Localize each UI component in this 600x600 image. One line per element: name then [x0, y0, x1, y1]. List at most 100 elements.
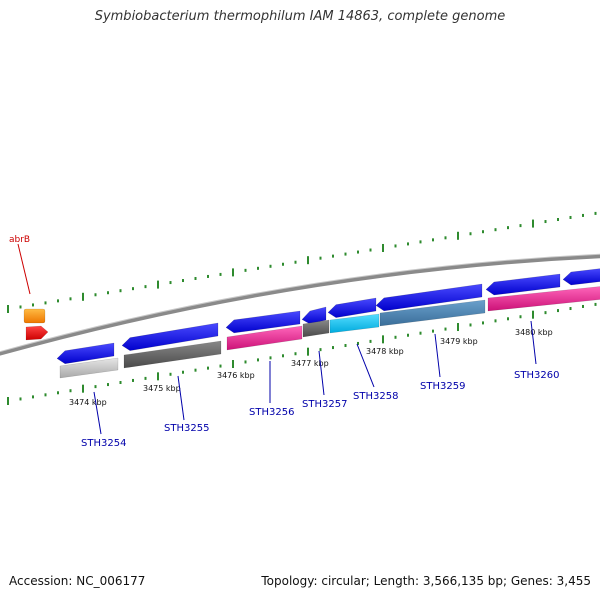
lower-tick-dot — [57, 391, 59, 395]
lower-tick-dot — [382, 335, 384, 344]
gene-leader-4 — [318, 350, 325, 396]
gene-arrow-8 — [562, 268, 600, 286]
gene-label-4: STH3257 — [302, 399, 347, 410]
cds-bar-3256 — [226, 325, 303, 351]
upper-tick-dot — [94, 293, 97, 297]
lower-tick-dot — [32, 395, 34, 399]
gene-label-5: STH3258 — [353, 391, 398, 402]
accession-label: Accession: NC_006177 — [9, 574, 146, 588]
abrb-box — [23, 308, 46, 324]
lower-tick-dot — [369, 339, 372, 343]
upper-tick-dot — [457, 231, 459, 240]
tick-label-7: 3480 kbp — [515, 328, 553, 337]
upper-tick-dot — [594, 211, 597, 215]
lower-tick-dot — [444, 327, 447, 331]
lower-tick-dot — [307, 347, 309, 356]
lower-tick-dot — [582, 304, 584, 308]
gene-label-2: STH3255 — [164, 423, 209, 434]
gene-arrow-6 — [375, 283, 483, 312]
lower-tick-dot — [19, 397, 22, 401]
tick-label-2: 3475 kbp — [143, 384, 181, 393]
upper-tick-dot — [144, 285, 147, 289]
gene-label-3: STH3256 — [249, 407, 294, 418]
upper-tick-dot — [344, 252, 347, 256]
lower-tick-dot — [469, 323, 472, 327]
gene-leader-1 — [93, 391, 102, 435]
gene-label-1: STH3254 — [81, 438, 126, 449]
lower-tick-dot — [332, 346, 334, 350]
feature-labels: abrB 3474 kbp 3475 kbp 3476 kbp 3477 kbp 3478… — [9, 235, 559, 449]
lower-tick-dot — [282, 354, 284, 358]
lower-tick-dot — [144, 376, 147, 380]
gene-arrow-1 — [56, 342, 115, 364]
upper-tick-dot — [107, 291, 109, 295]
gene-arrow-3 — [225, 310, 301, 334]
lower-tick-dot — [432, 329, 434, 333]
upper-tick-dot — [519, 224, 522, 228]
lower-tick-dot — [269, 356, 272, 360]
upper-tick-dot — [244, 268, 247, 272]
gene-arrow-5 — [327, 297, 377, 318]
upper-tick-dot — [582, 213, 584, 217]
cds-bar-3254 — [59, 357, 119, 379]
lower-tick-dot — [594, 302, 597, 306]
upper-tick-dot — [257, 266, 259, 270]
upper-tick-dot — [132, 287, 134, 291]
upper-tick-dot — [432, 238, 434, 242]
abrb-arrow — [25, 325, 49, 341]
lower-tick-dot — [207, 366, 209, 370]
lower-tick-dot — [182, 370, 184, 374]
lower-tick-dot — [169, 372, 172, 376]
abrb-label: abrB — [9, 235, 30, 245]
upper-tick-dot — [57, 299, 59, 303]
gene-label-6: STH3259 — [420, 381, 465, 392]
upper-tick-dot — [419, 240, 422, 244]
upper-tick-dot — [19, 305, 22, 309]
gene-label-7: STH3260 — [514, 370, 559, 381]
upper-tick-dot — [394, 244, 397, 248]
genome-title: Symbiobacterium thermophilum IAM 14863, … — [94, 9, 506, 24]
lower-tick-dot — [407, 333, 409, 337]
upper-tick-dot — [169, 281, 172, 285]
upper-tick-dot — [207, 274, 209, 278]
gene-arrow-7 — [485, 273, 561, 296]
upper-tick-dot — [82, 292, 84, 301]
gene-arrow-2 — [121, 322, 219, 351]
upper-tick-dot — [569, 215, 572, 219]
lower-tick-dot — [494, 319, 497, 323]
lower-tick-dot — [357, 341, 359, 345]
lower-tick-dot — [119, 381, 122, 385]
lower-tick-dot — [157, 372, 159, 381]
upper-tick-dot — [557, 218, 559, 222]
feature-tracks — [23, 268, 600, 379]
lower-tick-dot — [7, 397, 9, 405]
upper-tick-dot — [32, 303, 34, 307]
lower-tick-dot — [219, 364, 222, 368]
lower-tick-dot — [244, 360, 247, 364]
cds-bar-3257 — [302, 319, 330, 338]
upper-tick-dot — [194, 276, 197, 280]
upper-tick-dot — [69, 297, 72, 301]
upper-tick-dot — [182, 279, 184, 283]
upper-tick-dot — [494, 228, 497, 232]
upper-tick-dot — [119, 289, 122, 293]
upper-tick-dot — [44, 301, 47, 305]
upper-tick-dot — [482, 230, 484, 234]
genome-backbone — [0, 253, 600, 356]
lower-tick-dot — [569, 307, 572, 311]
gene-leader-2 — [177, 375, 185, 421]
tick-label-3: 3476 kbp — [217, 371, 255, 380]
upper-tick-dot — [369, 248, 372, 252]
upper-tick-dot — [444, 236, 447, 240]
abrb-leader — [17, 243, 31, 295]
cds-bar-3255 — [123, 340, 222, 369]
upper-tick-dot — [407, 242, 409, 246]
lower-tick-dot — [69, 389, 72, 393]
upper-tick-dot — [507, 226, 509, 230]
upper-tick-dot — [357, 250, 359, 254]
upper-tick-dot — [319, 256, 322, 260]
upper-tick-dot — [382, 243, 384, 252]
lower-tick-dot — [394, 335, 397, 339]
upper-tick-dot — [307, 256, 309, 265]
